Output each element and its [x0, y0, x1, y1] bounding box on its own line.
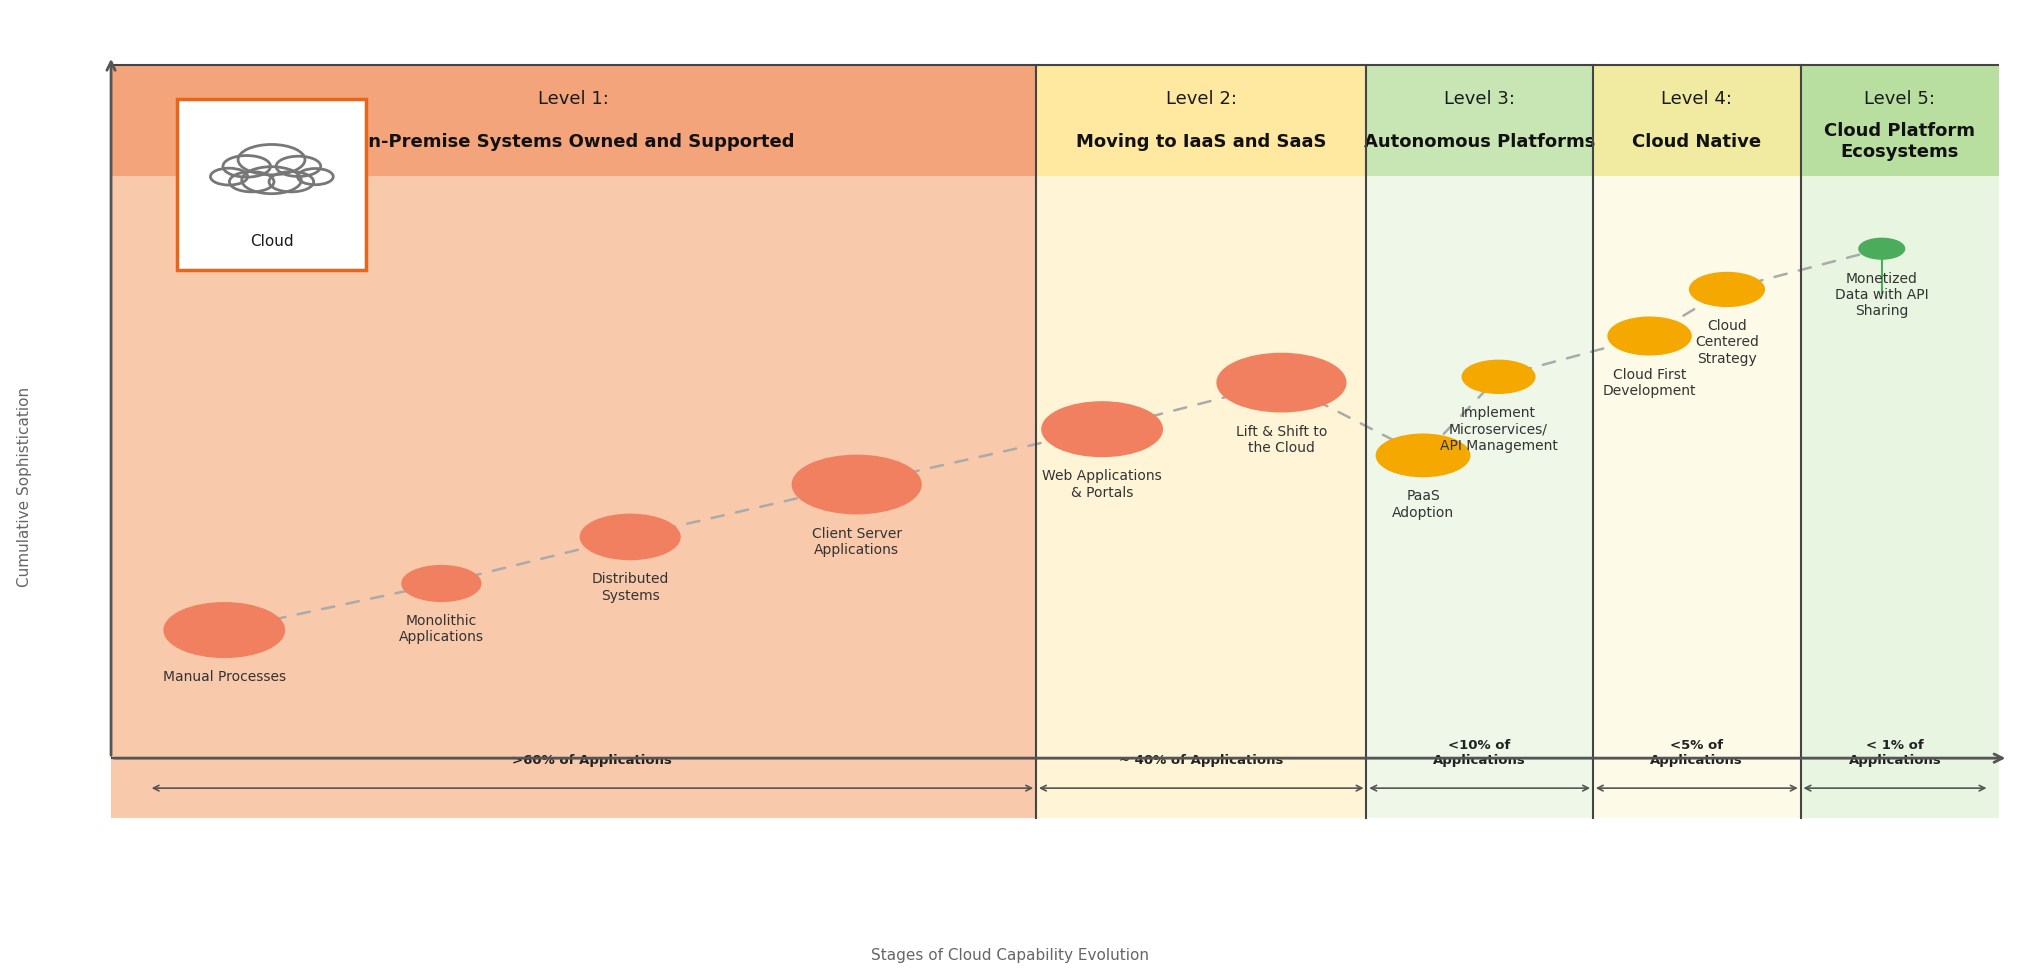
Text: Autonomous Platforms: Autonomous Platforms	[1365, 132, 1595, 151]
Text: Cloud
Centered
Strategy: Cloud Centered Strategy	[1696, 319, 1759, 366]
Circle shape	[1377, 434, 1470, 477]
Circle shape	[1607, 317, 1692, 355]
FancyBboxPatch shape	[1801, 176, 1999, 818]
Circle shape	[269, 171, 313, 192]
Text: Manual Processes: Manual Processes	[164, 670, 287, 684]
Text: Web Applications
& Portals: Web Applications & Portals	[1042, 469, 1163, 499]
Text: ~ 40% of Applications: ~ 40% of Applications	[1119, 754, 1284, 767]
Circle shape	[277, 157, 321, 176]
Text: Lift & Shift to
the Cloud: Lift & Shift to the Cloud	[1236, 424, 1326, 454]
Text: <10% of
Applications: <10% of Applications	[1433, 739, 1526, 767]
Text: Cloud First
Development: Cloud First Development	[1603, 368, 1696, 398]
Text: >60% of Applications: >60% of Applications	[513, 754, 672, 767]
FancyBboxPatch shape	[1036, 64, 1367, 176]
Circle shape	[230, 171, 275, 192]
Text: <5% of
Applications: <5% of Applications	[1650, 739, 1742, 767]
FancyBboxPatch shape	[1801, 64, 1999, 176]
Circle shape	[210, 168, 248, 185]
Text: Level 1:: Level 1:	[539, 90, 610, 108]
Circle shape	[1042, 402, 1163, 456]
FancyBboxPatch shape	[1593, 64, 1801, 176]
FancyBboxPatch shape	[1593, 176, 1801, 818]
FancyBboxPatch shape	[1367, 176, 1593, 818]
Text: Cumulative Sophistication: Cumulative Sophistication	[16, 386, 32, 587]
Text: Cloud Platform
Ecosystems: Cloud Platform Ecosystems	[1825, 123, 1975, 162]
Text: Monetized
Data with API
Sharing: Monetized Data with API Sharing	[1835, 271, 1928, 318]
FancyBboxPatch shape	[1036, 176, 1367, 818]
Text: Level 2:: Level 2:	[1165, 90, 1238, 108]
Text: Monolithic
Applications: Monolithic Applications	[400, 614, 485, 644]
Circle shape	[222, 156, 271, 177]
FancyBboxPatch shape	[1367, 64, 1593, 176]
FancyBboxPatch shape	[111, 64, 1036, 176]
Text: Level 3:: Level 3:	[1444, 90, 1514, 108]
Text: PaaS
Adoption: PaaS Adoption	[1391, 489, 1454, 520]
Circle shape	[1690, 272, 1765, 306]
FancyBboxPatch shape	[111, 176, 1036, 818]
Text: Level 4:: Level 4:	[1662, 90, 1732, 108]
Text: Moving to IaaS and SaaS: Moving to IaaS and SaaS	[1076, 132, 1326, 151]
Text: < 1% of
Applications: < 1% of Applications	[1849, 739, 1942, 767]
Circle shape	[791, 455, 921, 514]
Circle shape	[1462, 360, 1534, 393]
Text: Implement
Microservices/
API Management: Implement Microservices/ API Management	[1440, 406, 1557, 452]
Text: Cloud Native: Cloud Native	[1631, 132, 1761, 151]
FancyBboxPatch shape	[178, 99, 365, 270]
Text: Level 5:: Level 5:	[1864, 90, 1934, 108]
Circle shape	[579, 515, 680, 559]
Circle shape	[242, 166, 301, 194]
Text: Distributed
Systems: Distributed Systems	[592, 572, 668, 602]
Text: Stages of Cloud Capability Evolution: Stages of Cloud Capability Evolution	[870, 949, 1149, 963]
Circle shape	[164, 602, 285, 658]
Circle shape	[402, 565, 481, 601]
Text: On-Premise Systems Owned and Supported: On-Premise Systems Owned and Supported	[353, 132, 793, 151]
Circle shape	[1217, 353, 1347, 412]
Text: Cloud: Cloud	[250, 234, 293, 249]
Circle shape	[238, 144, 305, 175]
Text: Client Server
Applications: Client Server Applications	[812, 526, 902, 557]
Circle shape	[297, 168, 333, 185]
Circle shape	[1859, 238, 1904, 259]
